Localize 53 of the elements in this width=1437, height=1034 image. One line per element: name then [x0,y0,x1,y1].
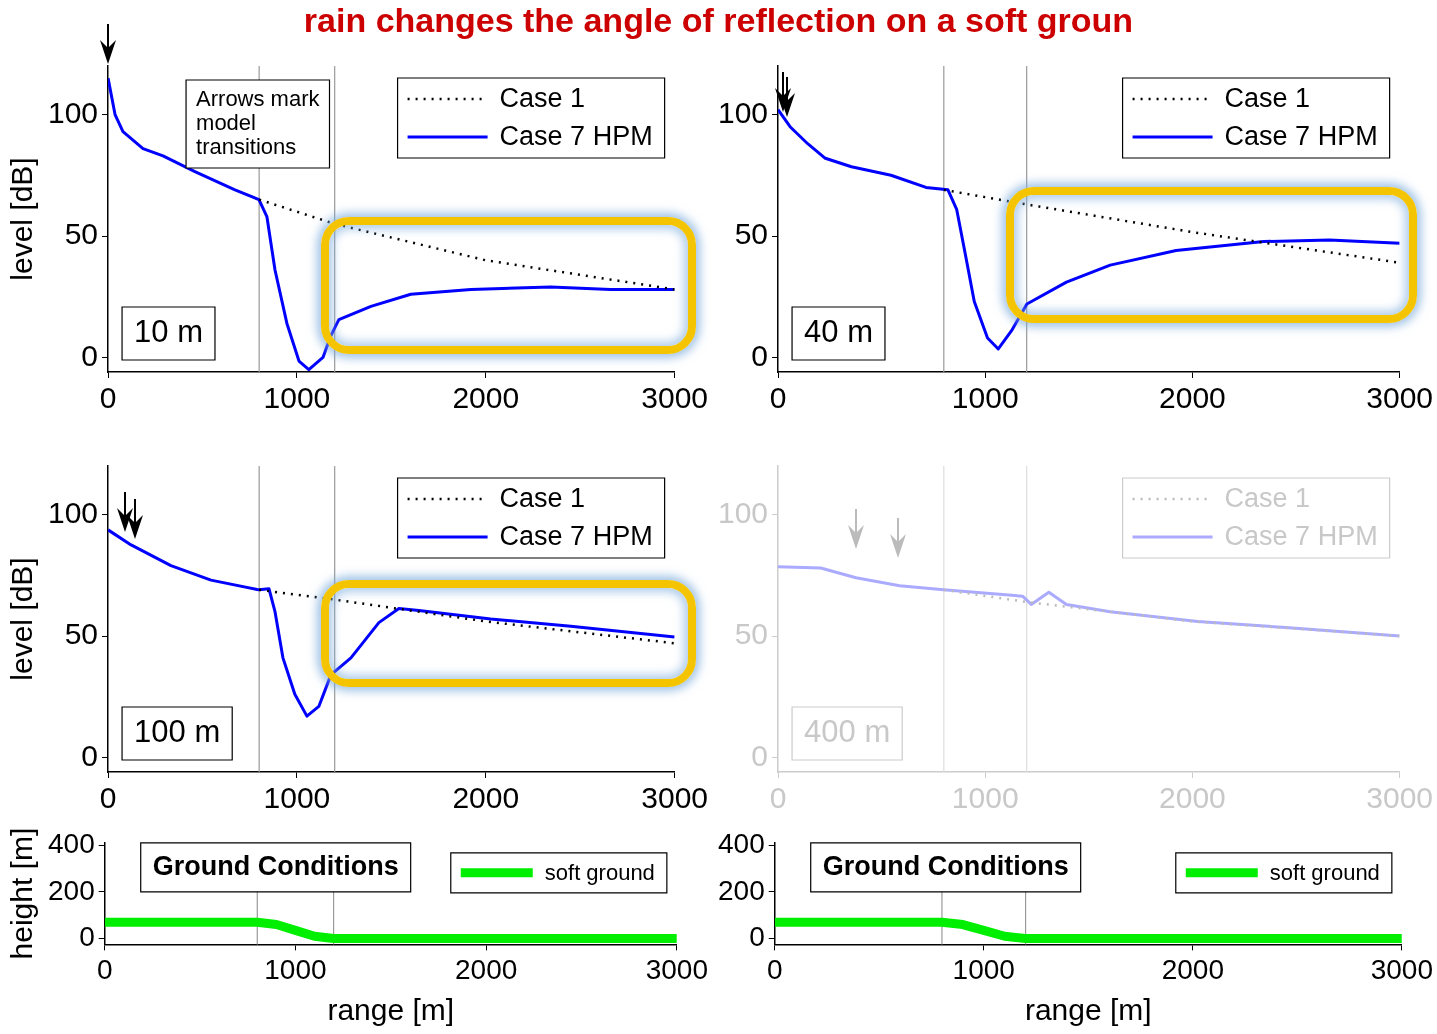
line-series [942,588,1400,638]
y-tick-label: 100 [717,95,769,129]
annotation: Ground Conditions [822,850,1069,881]
x-tick-label: 3000 [641,781,709,815]
legend-label: soft ground [1269,859,1380,885]
legend-label: Case 7 HPM [1224,121,1378,152]
x-tick-label: 2000 [1159,381,1226,415]
x-tick-label: 2000 [452,781,520,815]
y-tick-label: 0 [81,338,99,372]
x-tick-label: 1000 [952,953,1015,985]
x-tick-label: 2000 [1161,953,1224,985]
y-tick-label: 100 [47,495,99,529]
x-tick-label: 3000 [641,381,709,415]
y-axis-title: level [dB] [5,557,39,681]
legend-label: Case 7 HPM [499,521,653,552]
y-tick-label: 0 [751,338,769,372]
x-axis-title: range [m] [327,993,455,1027]
line-series [257,588,675,645]
x-tick-label: 1000 [951,381,1019,415]
annotation: 40 m [804,314,873,350]
y-tick-label: 200 [48,874,95,906]
y-axis-title: height [m] [5,827,39,960]
y-tick-label: 200 [718,874,765,906]
chart-title: rain changes the angle of reflection on a soft groun [302,0,1135,40]
x-tick-label: 2000 [452,381,520,415]
y-tick-label: 0 [79,921,95,953]
legend-label: Case 1 [499,83,586,114]
x-tick-label: 3000 [1366,381,1434,415]
y-tick-label: 50 [64,617,99,651]
x-tick-label: 1000 [263,781,331,815]
x-tick-label: 2000 [454,953,518,985]
legend-label: Case 1 [1224,83,1311,114]
y-tick-label: 0 [81,738,99,772]
y-tick-label: 400 [718,827,765,859]
annotation: 100 m [134,714,221,750]
x-tick-label: 3000 [645,953,708,985]
y-axis-title: level [dB] [5,157,39,281]
y-tick-label: 100 [47,95,99,129]
x-axis-title: range [m] [1024,993,1152,1027]
line-series [257,198,675,291]
x-tick-label: 1000 [264,953,327,985]
annotation: Ground Conditions [152,850,399,881]
x-tick-label: 1000 [263,381,331,415]
annotation: Arrows mark model transitions [196,86,321,160]
y-tick-label: 0 [749,921,765,953]
legend-label: soft ground [544,859,655,885]
x-tick-label: 3000 [1370,953,1433,985]
legend-label: Case 1 [499,483,586,514]
legend-label: Case 7 HPM [499,121,653,152]
annotation: 10 m [134,314,203,350]
y-tick-label: 50 [734,217,769,251]
y-tick-label: 50 [64,217,99,251]
y-tick-label: 400 [48,827,95,859]
